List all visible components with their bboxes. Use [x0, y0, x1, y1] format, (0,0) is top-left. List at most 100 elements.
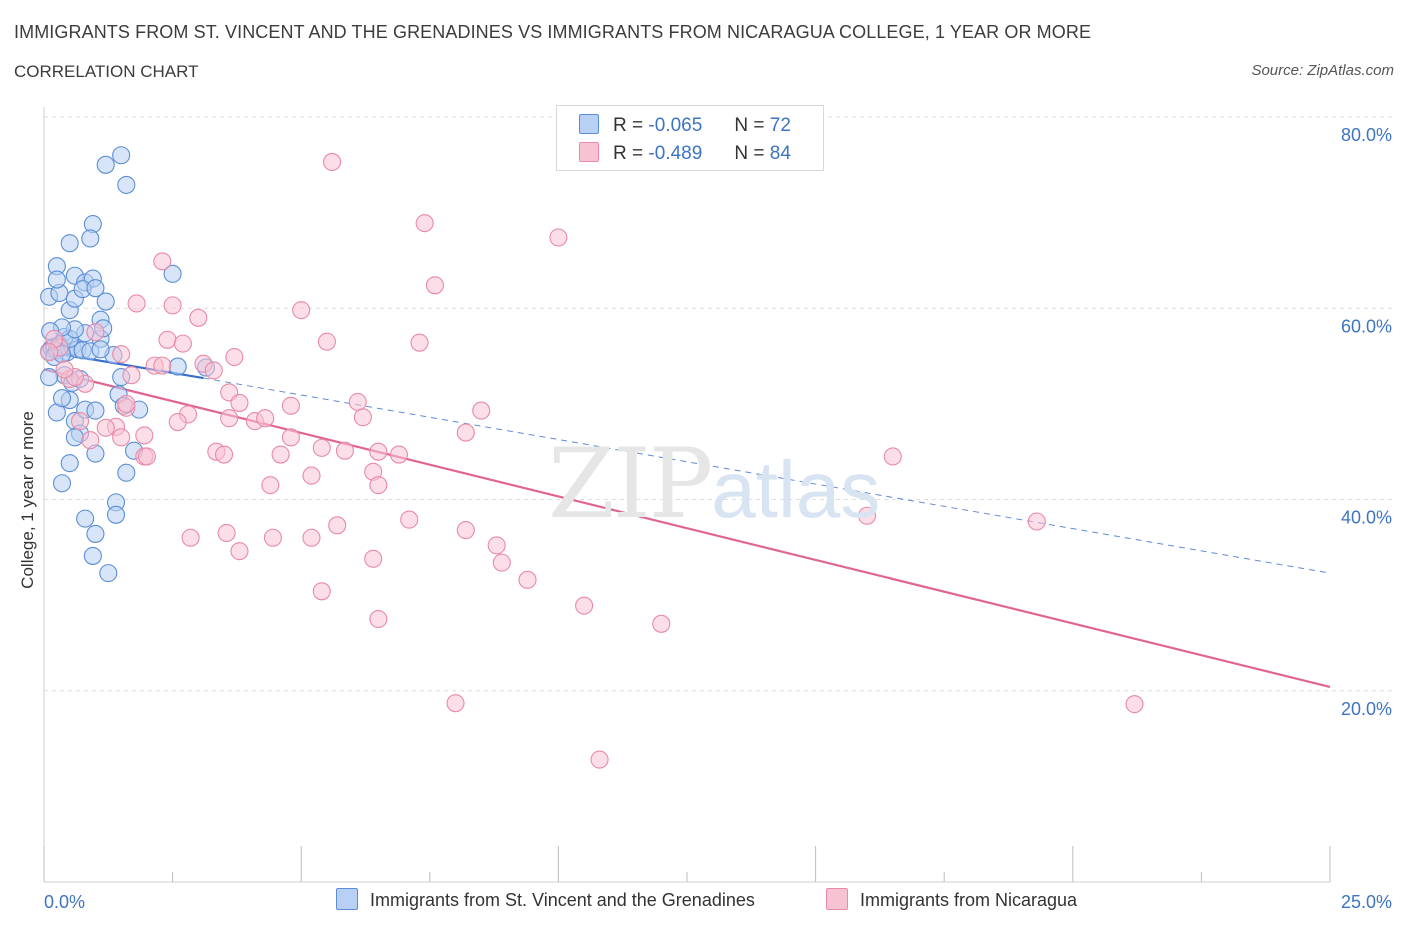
n-value: 84: [769, 143, 791, 164]
correlation-legend: R = -0.065 N = 72 R = -0.489 N = 84: [556, 105, 824, 171]
point-pink: [225, 347, 244, 367]
point-pink: [281, 428, 300, 447]
point-blue: [96, 155, 115, 174]
y-axis-label: College, 1 year or more: [18, 411, 37, 589]
point-blue: [83, 546, 102, 565]
point-blue: [81, 229, 100, 248]
point-pink: [425, 276, 444, 295]
point-blue: [86, 401, 105, 420]
legend-row-blue: R = -0.065 N = 72: [579, 114, 791, 138]
point-pink: [189, 308, 208, 327]
point-pink: [122, 366, 141, 385]
legend-item-st-vincent: Immigrants from St. Vincent and the Gren…: [336, 888, 755, 911]
point-pink: [302, 466, 321, 485]
point-pink: [1027, 512, 1046, 531]
point-pink: [492, 553, 511, 572]
legend-label: Immigrants from St. Vincent and the Gren…: [370, 890, 755, 910]
point-pink: [369, 609, 388, 629]
watermark: ZIPatlas: [548, 428, 881, 540]
point-pink: [86, 323, 105, 342]
point-pink: [857, 506, 877, 525]
point-pink: [415, 214, 434, 233]
point-pink: [549, 228, 568, 247]
point-blue: [40, 368, 59, 387]
point-blue: [112, 146, 131, 165]
chart-subtitle: CORRELATION CHART: [14, 62, 199, 81]
data-points: [40, 146, 1144, 769]
point-pink: [575, 596, 594, 615]
point-pink: [127, 294, 146, 313]
point-pink: [153, 356, 172, 375]
point-blue: [99, 564, 118, 583]
point-pink: [135, 426, 154, 445]
y-tick-label: 60.0%: [1341, 316, 1392, 336]
point-pink: [40, 343, 59, 362]
point-pink: [353, 408, 372, 427]
point-pink: [158, 330, 177, 349]
point-pink: [204, 361, 223, 380]
point-pink: [590, 750, 609, 769]
point-pink: [1125, 695, 1144, 714]
point-blue: [106, 505, 126, 524]
point-blue: [60, 234, 79, 253]
point-blue: [60, 454, 79, 473]
point-pink: [263, 528, 282, 547]
source-label: Source: ZipAtlas.com: [1251, 62, 1394, 79]
point-blue: [47, 270, 66, 289]
point-pink: [369, 442, 388, 461]
y-tick-label: 40.0%: [1341, 508, 1392, 528]
r-value: -0.489: [648, 143, 703, 164]
point-pink: [410, 333, 429, 352]
point-blue: [163, 264, 182, 283]
y-axis-label-wrap: College, 1 year or more: [14, 300, 42, 700]
point-pink: [317, 332, 336, 351]
point-pink: [883, 447, 902, 466]
point-blue: [76, 509, 95, 528]
point-pink: [312, 438, 331, 457]
legend-swatch-blue: [336, 888, 358, 910]
point-pink: [261, 476, 280, 495]
point-pink: [230, 542, 249, 561]
point-pink: [456, 423, 475, 442]
point-blue: [117, 463, 136, 482]
point-pink: [217, 523, 236, 543]
point-pink: [323, 152, 342, 171]
point-pink: [312, 582, 331, 601]
legend-swatch-blue: [579, 114, 599, 134]
x-tick-label: 0.0%: [44, 892, 85, 912]
point-pink: [389, 445, 408, 464]
legend-label: Immigrants from Nicaragua: [860, 890, 1078, 910]
y-tick-label: 80.0%: [1341, 125, 1392, 145]
legend-row-pink: R = -0.489 N = 84: [579, 142, 791, 166]
point-pink: [348, 392, 367, 412]
point-blue: [86, 524, 105, 543]
point-blue: [65, 428, 84, 447]
axes: [43, 107, 1331, 883]
point-pink: [446, 694, 465, 713]
point-blue: [91, 340, 110, 359]
trend-line-extension-blue: [203, 377, 1331, 574]
point-blue: [96, 292, 115, 311]
point-pink: [456, 521, 475, 540]
point-blue: [52, 389, 72, 408]
point-pink: [292, 301, 311, 320]
point-pink: [472, 401, 491, 420]
y-tick-label: 20.0%: [1341, 699, 1392, 719]
point-pink: [153, 252, 172, 271]
series-legend: Immigrants from St. Vincent and the Gren…: [0, 888, 1406, 916]
point-pink: [400, 510, 419, 529]
r-value: -0.065: [648, 115, 703, 136]
n-label: N =: [734, 115, 765, 136]
point-pink: [281, 396, 300, 415]
n-value: 72: [769, 115, 791, 136]
point-pink: [369, 476, 388, 495]
point-pink: [137, 447, 156, 466]
tick-labels: 20.0% 40.0% 60.0% 80.0% 0.0% 25.0%: [44, 125, 1392, 912]
point-pink: [214, 445, 234, 464]
point-blue: [117, 175, 136, 194]
point-blue: [52, 474, 72, 493]
point-pink: [335, 441, 354, 460]
x-tick-label: 25.0%: [1341, 892, 1392, 912]
point-pink: [81, 431, 100, 450]
legend-swatch-pink: [826, 888, 848, 910]
